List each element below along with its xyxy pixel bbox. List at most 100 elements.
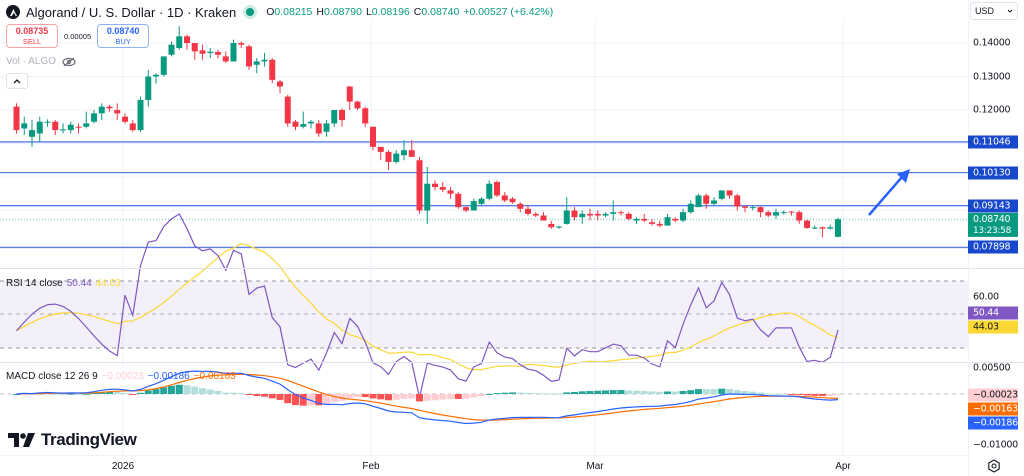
candle xyxy=(664,213,671,226)
candle xyxy=(300,111,307,129)
candle xyxy=(215,49,221,59)
candle xyxy=(83,111,90,129)
candle xyxy=(370,126,376,151)
horizontal-line-price-tag: 0.09143 xyxy=(968,199,1018,213)
tradingview-logo-icon xyxy=(8,433,35,447)
candle xyxy=(463,206,469,213)
macd-histogram-value: −0.00023 xyxy=(101,371,144,382)
pane-separator[interactable] xyxy=(0,362,1024,363)
chevron-down-icon xyxy=(1007,9,1013,13)
settings-icon[interactable] xyxy=(987,459,1001,473)
buy-button[interactable]: 0.08740 BUY xyxy=(97,24,150,48)
candle xyxy=(532,212,539,218)
rsi-legend[interactable]: RSI 14 close 50.44 44.03 xyxy=(6,278,121,289)
currency-selector[interactable]: USD xyxy=(970,2,1018,20)
volume-legend[interactable]: Vol · ALGO xyxy=(6,56,76,67)
collapse-legend-button[interactable] xyxy=(6,73,28,89)
candle xyxy=(478,197,485,206)
price-chart[interactable] xyxy=(0,0,968,476)
candle xyxy=(672,217,679,223)
candle xyxy=(284,94,291,127)
candle xyxy=(261,53,268,67)
time-label: Mar xyxy=(586,461,604,472)
candle xyxy=(579,210,586,224)
candle xyxy=(238,41,245,49)
candle xyxy=(587,208,593,221)
spread-value: 0.00005 xyxy=(64,31,92,41)
symbol-title[interactable]: Algorand / U. S. Dollar · 1D · Kraken xyxy=(26,4,237,20)
candle xyxy=(416,156,423,214)
candle xyxy=(625,212,632,221)
candle xyxy=(571,207,578,221)
price-axis[interactable] xyxy=(968,0,1024,476)
trade-panel: 0.08735 SELL 0.00005 0.08740 BUY xyxy=(6,24,150,48)
candle xyxy=(13,103,20,134)
candle xyxy=(67,121,74,134)
candle xyxy=(540,212,547,221)
close-value: 0.08740 xyxy=(421,6,460,18)
candle xyxy=(804,219,810,229)
candle xyxy=(129,120,136,132)
ohlc-values: O0.08215 H0.08790 L0.08196 C0.08740 +0.0… xyxy=(266,6,554,18)
candle xyxy=(633,217,640,224)
candle xyxy=(509,197,516,204)
candle xyxy=(680,208,686,223)
candle xyxy=(780,210,787,215)
candle xyxy=(137,96,144,132)
candle xyxy=(687,200,694,214)
candle xyxy=(222,51,229,64)
candle xyxy=(323,120,330,137)
horizontal-line-price-tag: 0.10130 xyxy=(968,166,1018,180)
candle xyxy=(292,120,299,131)
macd-tag: −0.00186 xyxy=(968,416,1018,430)
candle xyxy=(641,213,648,223)
candle xyxy=(742,205,748,213)
arrow-drawing[interactable] xyxy=(868,169,910,216)
candle xyxy=(122,113,128,124)
candle xyxy=(339,108,345,127)
price-tick: 0.13000 xyxy=(973,71,1011,82)
candle xyxy=(432,180,438,191)
candle xyxy=(21,116,28,136)
candle xyxy=(610,200,617,221)
last-price-tag: 0.08740 13:23:58 xyxy=(968,213,1018,238)
candle xyxy=(230,39,237,62)
rsi-tick-60: 60.00 xyxy=(973,291,999,303)
chevron-up-icon xyxy=(13,78,21,83)
candle xyxy=(184,34,190,50)
candle xyxy=(718,190,725,201)
rsi-ma-tag: 44.03 xyxy=(968,320,1018,334)
sell-button[interactable]: 0.08735 SELL xyxy=(6,24,58,48)
candle xyxy=(269,58,276,84)
candle xyxy=(75,123,82,134)
candle xyxy=(773,208,779,219)
candle xyxy=(52,120,59,136)
rsi-ma-value: 44.03 xyxy=(95,278,121,289)
candle xyxy=(199,44,206,60)
candle xyxy=(439,182,446,193)
candle xyxy=(548,220,555,229)
candle xyxy=(145,69,152,107)
candle xyxy=(556,225,562,229)
pane-separator[interactable] xyxy=(0,268,1024,269)
candle xyxy=(525,205,531,216)
macd-hist-tag: −0.00023 xyxy=(968,388,1018,402)
tradingview-logo[interactable]: TradingView xyxy=(8,430,137,450)
candle xyxy=(447,187,454,199)
time-label: Apr xyxy=(835,461,851,472)
candle xyxy=(734,193,741,211)
high-value: 0.08790 xyxy=(323,6,362,18)
candle xyxy=(246,44,252,70)
hidden-eye-icon[interactable] xyxy=(62,57,76,67)
candle xyxy=(711,197,717,206)
candle xyxy=(331,110,338,127)
candle xyxy=(788,211,795,216)
price-tick: 0.14000 xyxy=(973,37,1011,49)
time-axis-border xyxy=(0,455,968,456)
candle xyxy=(114,103,121,121)
candle xyxy=(494,180,500,198)
rsi-ma-line xyxy=(16,243,839,371)
candle xyxy=(819,226,826,238)
macd-legend[interactable]: MACD close 12 26 9 −0.00023 −0.00186 −0.… xyxy=(6,371,236,382)
